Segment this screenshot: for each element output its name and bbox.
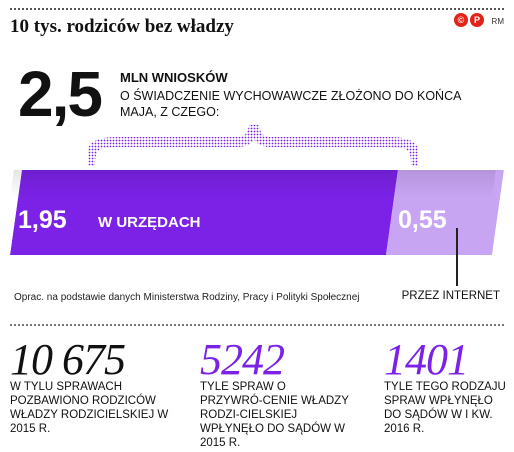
- author-initials: RM: [491, 17, 504, 26]
- bar-value-offices: 1,95: [18, 206, 67, 234]
- page-title: 10 tys. rodziców bez władzy: [10, 16, 234, 37]
- source-note: Oprac. na podstawie danych Ministerstwa …: [14, 292, 360, 303]
- total-unit: MLN WNIOSKÓW: [120, 70, 228, 85]
- leader-line: [456, 228, 458, 286]
- p-logo-icon: P: [470, 13, 484, 27]
- total-description: O ŚWIADCZENIE WYCHOWAWCZE ZŁOŻONO DO KOŃ…: [120, 89, 461, 119]
- stat-text-restoration-cases-2015: TYLE SPRAW O PRZYWRÓ-CENIE WŁADZY RODZI-…: [200, 381, 349, 449]
- bottom-divider: [10, 324, 504, 326]
- bar-segment-offices: [10, 170, 398, 255]
- stat-text-cases-q1-2016: TYLE TEGO RODZAJU SPRAW WPŁYNĘŁO DO SĄDÓ…: [384, 381, 506, 435]
- stat-number-cases-q1-2016: 1401: [384, 335, 469, 384]
- bar-label-offices: W URZĘDACH: [98, 214, 201, 231]
- total-value: 2,5: [18, 58, 103, 130]
- bar-label-internet: PRZEZ INTERNET: [401, 290, 500, 302]
- publisher-logo: © P: [454, 13, 484, 27]
- stat-number-restoration-cases-2015: 5242: [200, 335, 285, 384]
- stat-number-parental-rights-removed: 10 675: [10, 335, 126, 384]
- dotted-brace: [88, 124, 418, 166]
- copyright-icon: ©: [454, 13, 468, 27]
- bar-value-internet: 0,55: [398, 206, 447, 234]
- top-divider: [10, 8, 504, 10]
- stat-text-parental-rights-removed: W TYLU SPRAWACH POZBAWIONO RODZICÓW WŁAD…: [10, 381, 169, 435]
